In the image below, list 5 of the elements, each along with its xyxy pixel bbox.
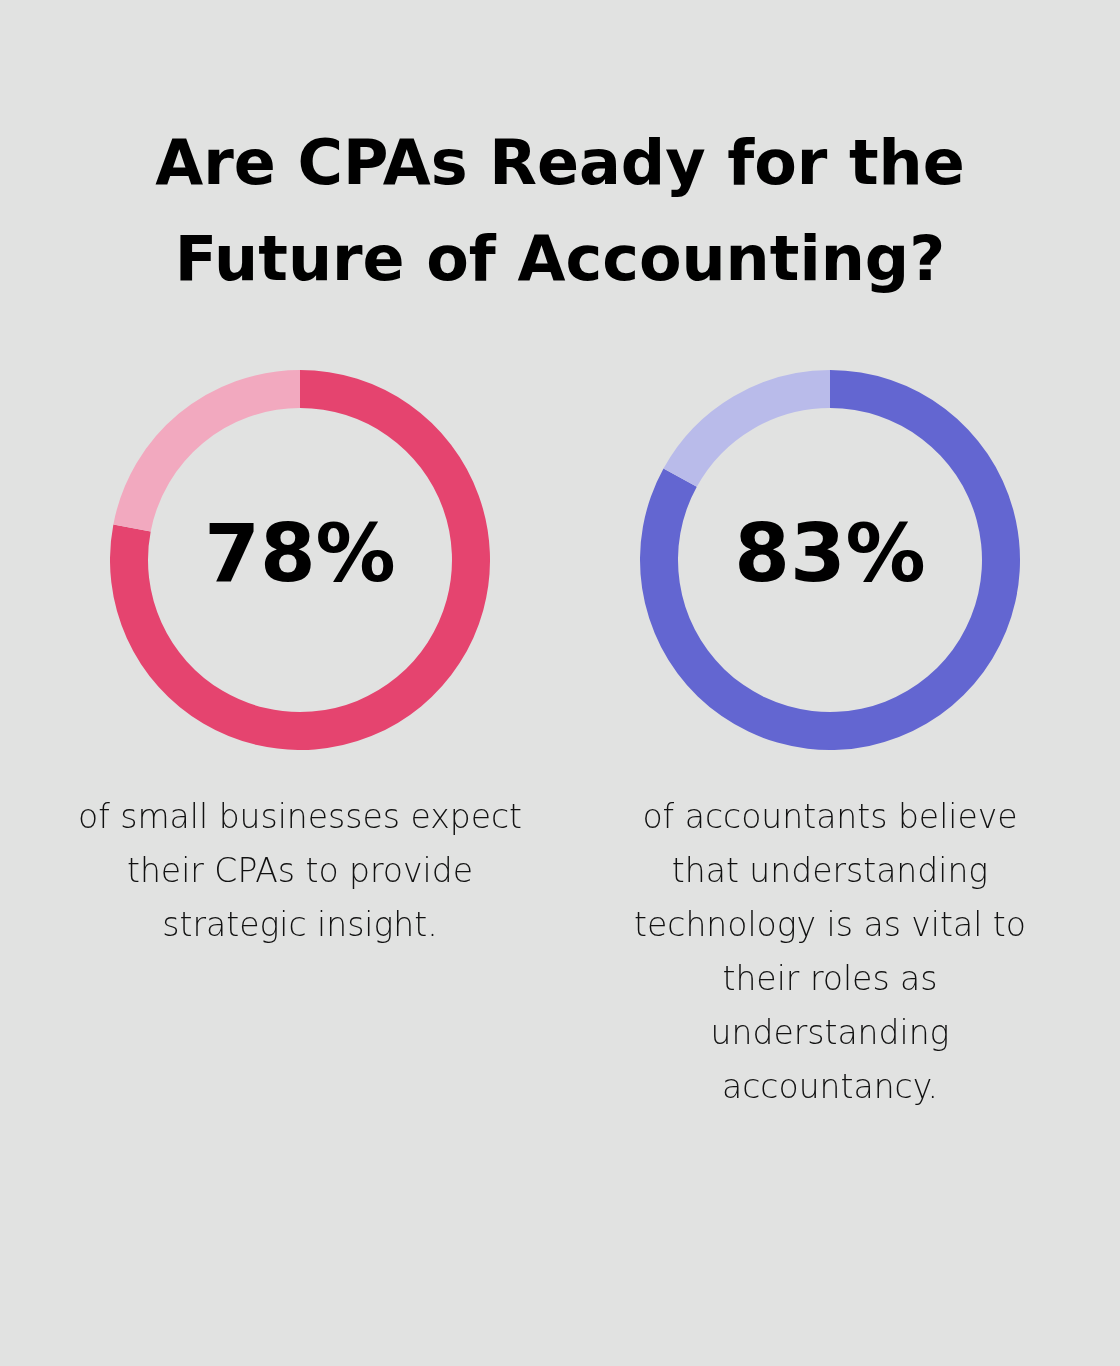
- data-label: 83%: [734, 506, 926, 600]
- text: of accountants believe that understanding technology is as vital to their roles as understanding accountancy.: [633, 796, 1027, 1108]
- text: of small businesses expect their CPAs to provide strategic insight.: [76, 796, 524, 946]
- data-label: 78%: [204, 506, 396, 600]
- chart-title: Are CPAs Ready for the Future of Accounting?: [154, 125, 966, 297]
